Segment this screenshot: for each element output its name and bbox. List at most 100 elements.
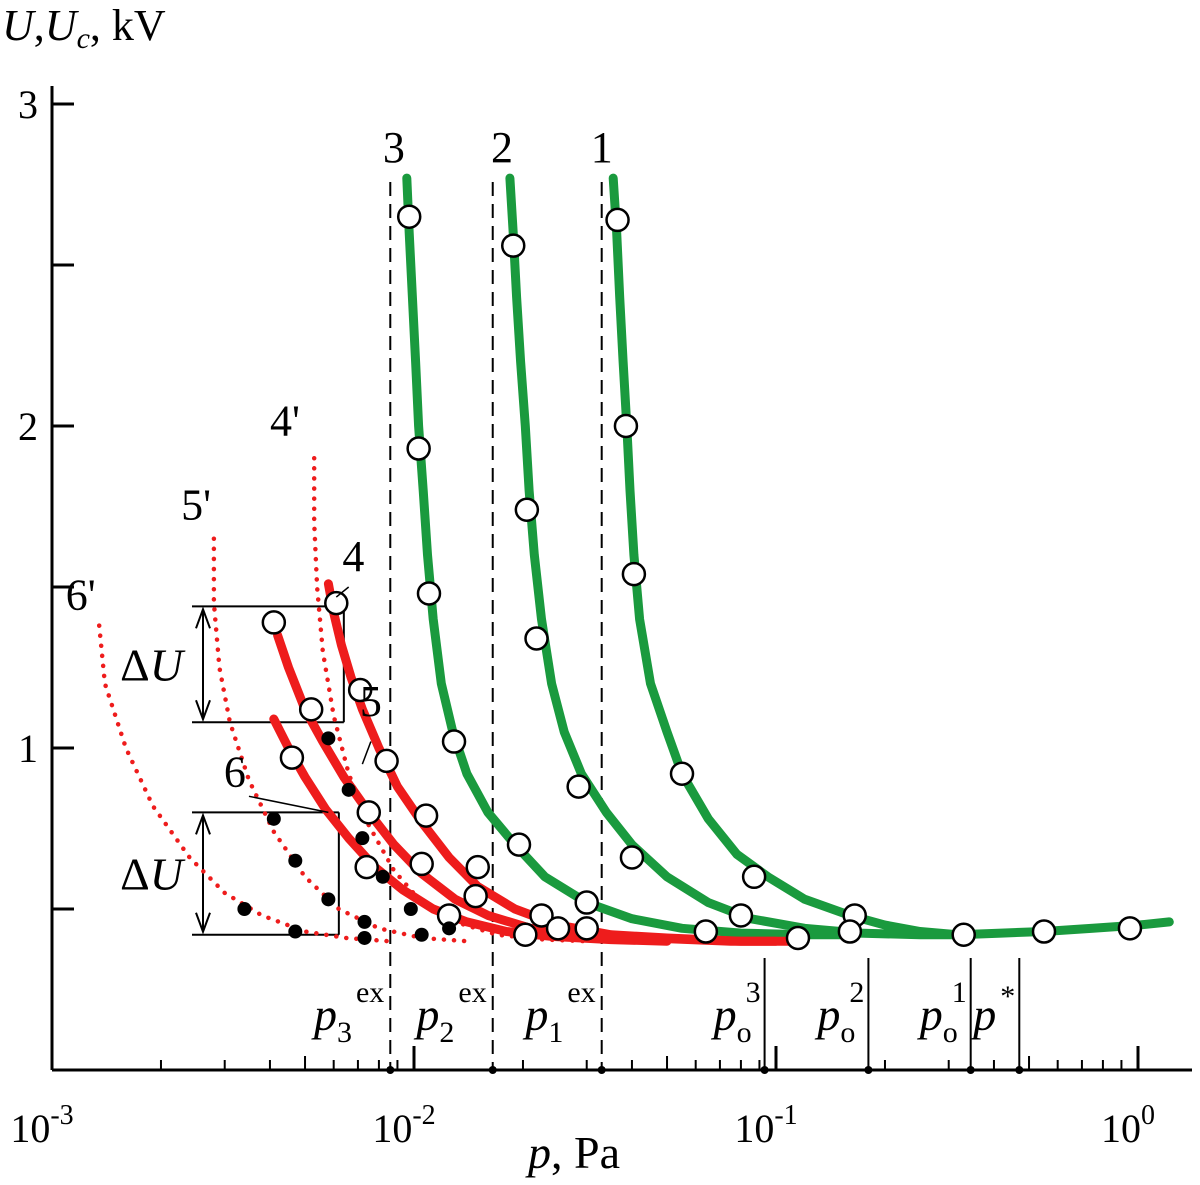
filled-marker	[237, 902, 252, 916]
label-leader	[248, 795, 329, 814]
series-label: 6'	[66, 571, 96, 620]
open-marker	[354, 854, 379, 880]
x-tick-label: 10-1	[734, 1100, 797, 1151]
open-marker	[574, 916, 599, 941]
series-label: 2	[491, 123, 513, 172]
open-marker	[728, 903, 754, 928]
open-marker	[500, 233, 526, 258]
open-marker	[279, 745, 305, 770]
axis-dot	[864, 1066, 873, 1074]
delta-u-boxes: ΔU ΔU	[120, 605, 345, 936]
axes: 1 2 3 10-3 10-2 10-1 100	[10, 82, 1192, 1151]
filled-marker	[355, 831, 370, 846]
labels: p3ex p2ex p1ex po3 po2 po1 p * 1 2 3 4 5 6 4' 5' 6'	[66, 123, 1016, 1049]
filled-marker	[321, 892, 336, 907]
pressure-ex-label: p2ex	[413, 976, 486, 1049]
open-marker	[613, 413, 639, 439]
open-marker	[621, 561, 647, 587]
open-marker	[441, 729, 467, 754]
filled-marker	[288, 853, 303, 868]
open-marker	[416, 581, 442, 606]
open-marker	[506, 832, 532, 857]
filled-marker	[403, 902, 418, 916]
open-marker	[463, 883, 488, 909]
y-tick-label: 1	[18, 726, 38, 771]
open-marker	[513, 922, 538, 948]
open-marker	[514, 497, 540, 522]
reference-lines	[389, 182, 1021, 1070]
x-tick-label: 100	[1101, 1100, 1155, 1151]
axis-dot	[386, 1066, 395, 1074]
delta-arrow-head-down	[195, 699, 211, 723]
open-marker	[545, 916, 571, 941]
open-marker	[1031, 919, 1057, 944]
open-marker	[347, 677, 373, 703]
pressure-o-label: p *	[970, 980, 1015, 1040]
open-marker	[356, 800, 382, 825]
open-marker	[785, 925, 811, 951]
delta-u-label: ΔU	[120, 639, 186, 690]
open-marker	[1117, 916, 1143, 941]
filled-marker	[357, 930, 372, 945]
curve-5prime	[211, 536, 470, 944]
x-tick-label: 10-3	[10, 1100, 73, 1151]
open-marker	[465, 854, 490, 880]
pressure-ex-label: p3ex	[311, 976, 384, 1049]
axis-dot	[966, 1066, 975, 1074]
open-marker	[605, 207, 630, 233]
data-markers	[237, 204, 1143, 1074]
x-tick-label: 10-2	[372, 1100, 435, 1151]
delta-arrow-head-up	[195, 606, 211, 629]
open-marker	[298, 697, 324, 722]
open-marker	[529, 903, 554, 928]
axis-dot	[1015, 1066, 1024, 1074]
x-axis-label: p, Pa	[525, 1127, 620, 1178]
open-marker	[741, 864, 767, 890]
open-marker	[261, 610, 287, 635]
open-marker	[396, 204, 422, 229]
series-label: 5'	[181, 480, 211, 529]
series-label: 4'	[270, 397, 300, 446]
axis-dot	[597, 1066, 606, 1074]
open-marker	[693, 919, 719, 944]
filled-marker	[357, 914, 372, 929]
curve-3	[402, 173, 855, 940]
curve-1	[608, 173, 1174, 940]
y-axis-label: U,Uc, kV	[2, 1, 166, 55]
filled-marker	[341, 782, 356, 797]
delta-u-label: ΔU	[120, 849, 186, 900]
filled-marker	[375, 869, 390, 884]
open-marker	[524, 626, 549, 651]
curve-6prime	[96, 623, 391, 944]
open-marker	[413, 803, 439, 828]
pressure-o-label: po3	[711, 976, 761, 1049]
series-label: 3	[383, 123, 405, 172]
open-marker	[409, 851, 434, 877]
axis-dot	[488, 1066, 497, 1074]
pressure-o-label: po2	[814, 976, 864, 1049]
open-marker	[406, 436, 431, 461]
open-marker	[324, 590, 349, 616]
filled-marker	[414, 927, 429, 942]
open-marker	[669, 761, 695, 787]
y-tick-label: 2	[18, 404, 38, 449]
curves	[96, 173, 1174, 946]
series-label: 1	[591, 123, 613, 172]
filled-marker	[266, 811, 281, 826]
axis-dot	[760, 1066, 769, 1074]
filled-marker	[321, 731, 336, 746]
filled-marker	[442, 921, 457, 936]
filled-marker	[288, 924, 303, 939]
pressure-o-label: po1	[917, 976, 967, 1049]
open-marker	[837, 919, 863, 944]
delta-arrow-head-up	[195, 812, 211, 835]
series-label: 6	[224, 748, 246, 797]
label-leader	[335, 586, 350, 598]
series-label: 4	[342, 532, 364, 581]
open-marker	[374, 748, 399, 774]
curve-2	[505, 173, 964, 940]
curve-4prime	[311, 455, 589, 944]
open-marker	[566, 774, 591, 799]
open-marker	[574, 890, 599, 915]
